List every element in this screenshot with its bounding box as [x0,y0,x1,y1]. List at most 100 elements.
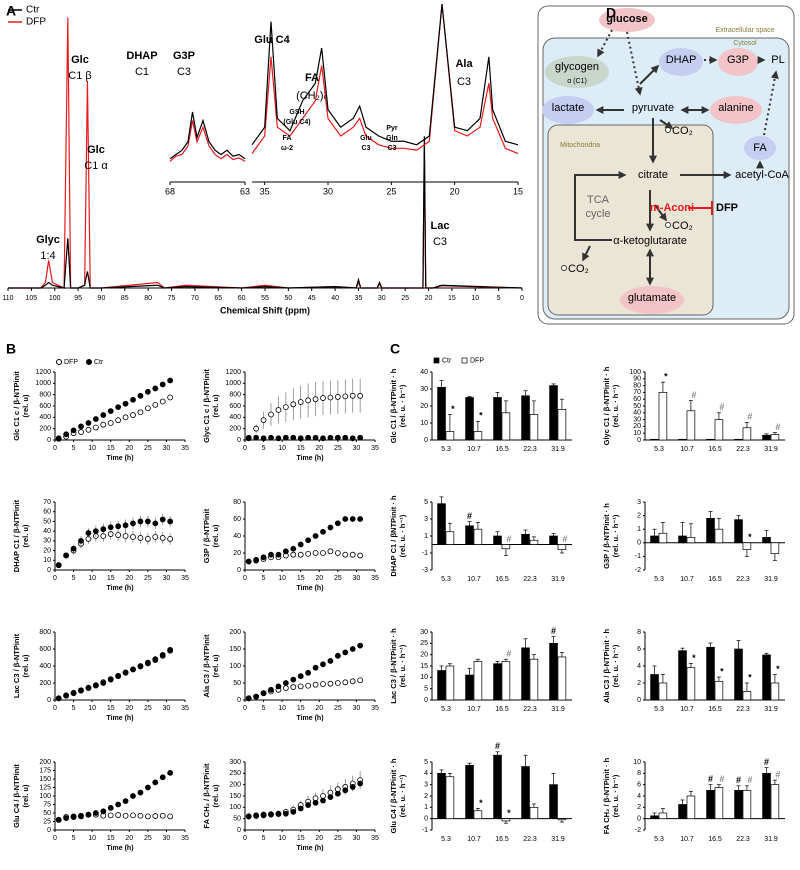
x-tick-label: 100 [49,295,61,302]
point [357,516,364,522]
x-tick-label: 22.3 [523,576,537,583]
bar [658,682,668,701]
arrow [654,204,667,222]
point [144,813,151,820]
inset-line [251,3,519,146]
bar [686,667,696,701]
x-tick-label: 30 [163,445,171,452]
point [122,414,129,421]
x-tick-label: 40 [331,295,339,302]
x-tick-label: 22.3 [736,576,750,583]
point [144,536,151,542]
x-tick-label: 15 [107,445,115,452]
y-tick-label: 0 [47,567,51,574]
point [349,435,356,442]
point [130,534,136,540]
bar [762,434,771,441]
significance-flag: * [692,653,696,663]
x-tick-label: 10 [88,575,96,582]
bar [529,414,539,441]
y-tick-label: -3 [422,567,428,574]
point [245,695,252,702]
x-tick-label: 31.9 [764,836,778,843]
point [275,407,282,413]
node-label: α (C1) [567,78,587,85]
point [349,646,356,652]
point [334,394,341,400]
x-tick-label: 5.3 [441,576,451,583]
point [122,812,129,819]
y-axis-label: Ala C3 / β-NTPinit · h [602,629,611,704]
y-tick-label: 20 [633,423,641,430]
arrow [582,245,591,262]
y-tick-label: 25 [43,818,51,825]
node-label: TCA [587,194,610,206]
y-axis-label: Glyc C1 c / β-NTPinit [202,369,211,443]
x-tick-label: 10 [88,835,96,842]
x-tick-label: 25 [144,575,152,582]
y-tick-label: 1200 [225,369,241,376]
y-tick-label: -1 [635,553,641,560]
point [152,779,159,786]
arrow [626,31,643,96]
y-axis-label: Glyc C1 / β-NTPinit · h [602,366,611,445]
peak-annotation: Glu [360,135,372,142]
y-tick-label: 125 [39,784,51,791]
y-tick-label: 0 [237,437,241,444]
point [268,686,274,693]
bar [762,654,771,701]
y-axis-unit: (rel. u) [211,784,220,807]
bar [473,810,483,820]
x-tick-label: 30 [163,705,171,712]
x-tick-label: 31.9 [551,706,565,713]
point [137,535,144,541]
y-tick-label: 40 [43,528,51,535]
inset-tick-label: 35 [260,186,270,196]
point [85,685,92,691]
point [290,808,297,815]
point [305,550,312,557]
x-axis-label: Chemical Shift (ppm) [220,305,310,315]
point [92,810,99,816]
y-tick-label: 10 [420,674,428,681]
point [55,695,62,702]
bar [770,434,780,441]
x-tick-label: 105 [26,295,38,302]
point [137,812,144,819]
significance-flag: # [495,741,500,751]
point [137,392,144,399]
point [100,808,107,815]
node-bg [545,56,609,88]
x-tick-label: 0 [53,445,57,452]
point [137,409,144,416]
point [122,669,129,676]
point [260,554,267,561]
bar [658,392,668,441]
x-tick-label: 16.5 [495,836,509,843]
point [152,401,159,408]
point [290,676,297,683]
node-label: cycle [585,208,610,220]
significance-flag: # [747,412,752,422]
point [320,797,326,804]
point [144,784,151,791]
x-tick-label: 10 [278,445,286,452]
peak-annotation: (Glu C4) [283,119,310,126]
point [349,784,356,790]
x-tick-label: 20 [315,445,323,452]
point [130,812,136,819]
y-tick-label: 2 [637,512,641,519]
point [137,789,144,796]
y-tick-label: 0 [237,827,241,834]
peak-annotation: DHAP [126,50,157,62]
significance-flag: # [736,775,741,785]
x-tick-label: 0 [243,445,247,452]
y-axis-label: DHAP C1 / βNTPinit · h [389,495,398,577]
peak-annotation: 1:4 [40,250,55,262]
x-axis-label: Time (h) [296,455,323,462]
y-tick-label: 200 [39,759,51,766]
point [107,524,114,531]
point [275,811,282,818]
bar [445,531,455,545]
point [357,677,364,684]
